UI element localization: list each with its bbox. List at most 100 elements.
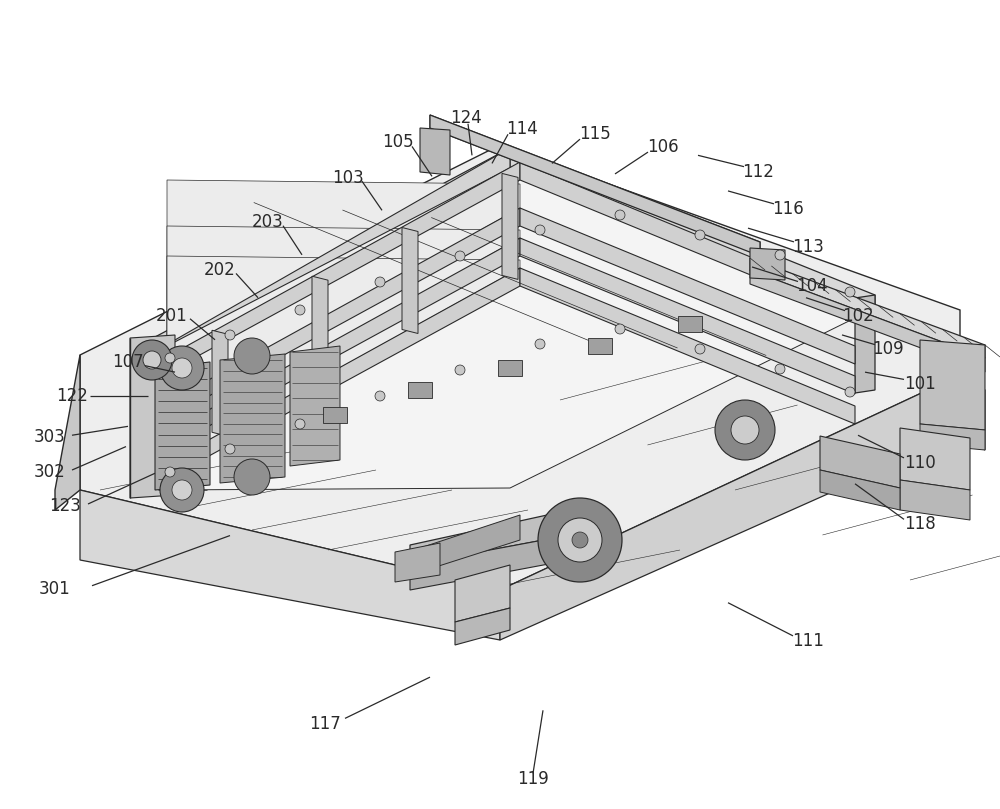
Polygon shape [750, 270, 985, 372]
Circle shape [715, 400, 775, 460]
Circle shape [615, 324, 625, 334]
Polygon shape [430, 115, 760, 256]
Text: 110: 110 [904, 454, 936, 472]
Polygon shape [498, 360, 522, 376]
Circle shape [538, 498, 622, 582]
Text: 117: 117 [309, 715, 341, 733]
Polygon shape [410, 510, 570, 565]
Circle shape [375, 277, 385, 287]
Text: 119: 119 [517, 770, 549, 788]
Text: 106: 106 [647, 138, 679, 156]
Text: 112: 112 [742, 163, 774, 180]
Polygon shape [455, 565, 510, 622]
Circle shape [775, 364, 785, 374]
Circle shape [295, 419, 305, 429]
Polygon shape [140, 358, 160, 490]
Circle shape [775, 250, 785, 260]
Polygon shape [900, 428, 970, 490]
Polygon shape [167, 180, 520, 404]
Text: 122: 122 [56, 388, 88, 405]
Polygon shape [312, 276, 328, 382]
Polygon shape [900, 480, 970, 520]
Polygon shape [165, 238, 520, 450]
Circle shape [375, 391, 385, 401]
Polygon shape [155, 362, 210, 490]
Polygon shape [165, 162, 520, 374]
Polygon shape [290, 346, 340, 466]
Polygon shape [160, 155, 855, 490]
Circle shape [234, 459, 270, 495]
Polygon shape [960, 375, 985, 450]
Polygon shape [920, 424, 985, 450]
Circle shape [845, 387, 855, 397]
Text: 113: 113 [792, 238, 824, 256]
Polygon shape [520, 162, 855, 318]
Text: 302: 302 [34, 463, 66, 481]
Circle shape [165, 467, 175, 477]
Polygon shape [220, 354, 285, 483]
Circle shape [225, 444, 235, 454]
Polygon shape [55, 355, 80, 510]
Text: 109: 109 [872, 341, 904, 358]
Polygon shape [455, 608, 510, 645]
Circle shape [160, 468, 204, 512]
Text: 203: 203 [252, 214, 284, 231]
Circle shape [165, 353, 175, 363]
Polygon shape [80, 145, 960, 590]
Circle shape [695, 230, 705, 240]
Polygon shape [408, 382, 432, 398]
Circle shape [615, 210, 625, 220]
Polygon shape [410, 535, 570, 590]
Polygon shape [430, 115, 760, 255]
Circle shape [535, 339, 545, 349]
Polygon shape [167, 226, 520, 434]
Polygon shape [165, 268, 520, 480]
Circle shape [455, 365, 465, 375]
Polygon shape [395, 543, 440, 582]
Circle shape [731, 416, 759, 444]
Text: 201: 201 [156, 307, 188, 324]
Circle shape [558, 518, 602, 562]
Polygon shape [920, 340, 985, 430]
Circle shape [535, 225, 545, 235]
Polygon shape [750, 248, 785, 280]
Text: 101: 101 [904, 375, 936, 393]
Polygon shape [80, 490, 500, 640]
Circle shape [572, 532, 588, 548]
Circle shape [225, 330, 235, 340]
Polygon shape [500, 375, 960, 640]
Polygon shape [520, 238, 855, 394]
Polygon shape [140, 148, 510, 360]
Text: 102: 102 [842, 307, 874, 324]
Polygon shape [402, 227, 418, 333]
Polygon shape [750, 258, 985, 358]
Text: 115: 115 [579, 125, 611, 143]
Text: 301: 301 [39, 580, 71, 598]
Polygon shape [520, 208, 855, 364]
Text: 111: 111 [792, 632, 824, 650]
Circle shape [695, 344, 705, 354]
Polygon shape [140, 148, 510, 360]
Text: 123: 123 [49, 498, 81, 515]
Text: 303: 303 [34, 428, 66, 446]
Circle shape [172, 358, 192, 378]
Circle shape [143, 351, 161, 369]
Polygon shape [323, 407, 347, 423]
Text: 105: 105 [382, 133, 414, 151]
Polygon shape [820, 470, 900, 510]
Polygon shape [502, 173, 518, 279]
Circle shape [172, 480, 192, 500]
Polygon shape [820, 436, 900, 488]
Text: 107: 107 [112, 354, 144, 371]
Polygon shape [510, 148, 875, 315]
Text: 103: 103 [332, 169, 364, 187]
Circle shape [295, 305, 305, 315]
Text: 104: 104 [796, 277, 828, 295]
Circle shape [455, 251, 465, 261]
Text: 202: 202 [204, 261, 236, 279]
Polygon shape [588, 338, 612, 354]
Polygon shape [855, 295, 875, 393]
Polygon shape [167, 256, 520, 464]
Circle shape [132, 340, 172, 380]
Text: 114: 114 [506, 121, 538, 138]
